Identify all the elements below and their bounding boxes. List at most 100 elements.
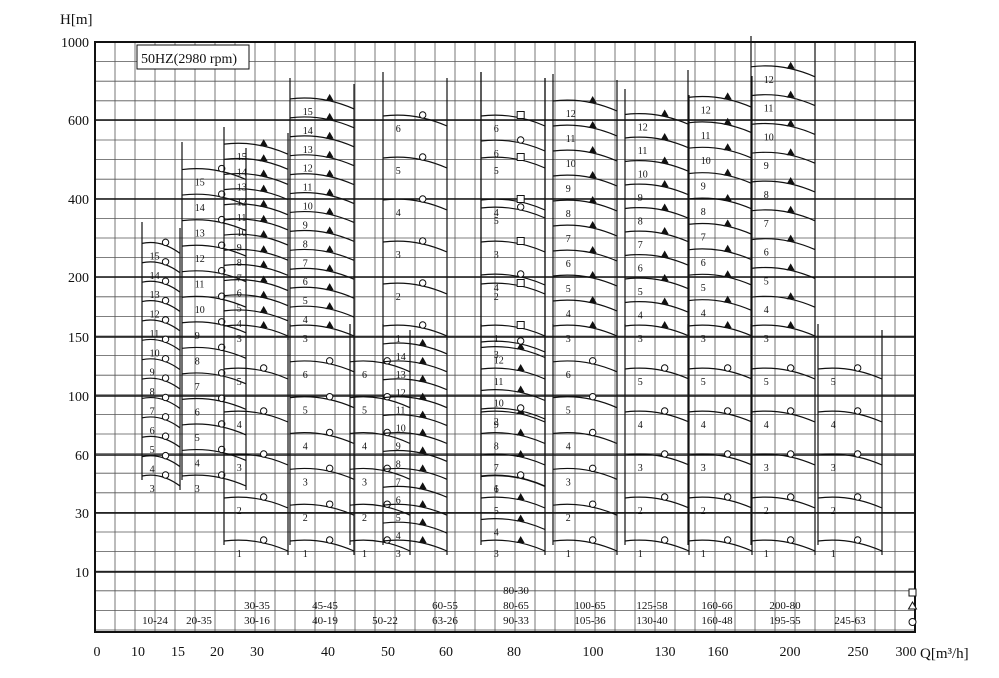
stage-label: 3 bbox=[494, 549, 499, 560]
pump-curve bbox=[141, 300, 181, 313]
curve-marker-triangle bbox=[660, 250, 669, 258]
pump-curve bbox=[480, 156, 546, 169]
pump-curve bbox=[349, 539, 411, 552]
y-tick-label: 30 bbox=[75, 507, 89, 522]
curve-marker-circle bbox=[259, 536, 268, 544]
pump-curve bbox=[382, 342, 448, 355]
pump-curve bbox=[480, 114, 546, 127]
curve-marker-circle bbox=[723, 407, 732, 415]
curve-marker-circle bbox=[161, 432, 170, 440]
pump-curve bbox=[624, 160, 690, 173]
pump-model-label: 105-36 bbox=[574, 615, 606, 627]
curve-marker-circle bbox=[723, 493, 732, 501]
stage-label: 4 bbox=[638, 311, 643, 322]
stage-label: 1 bbox=[566, 549, 571, 560]
pump-curve bbox=[552, 149, 618, 162]
stage-label: 10 bbox=[638, 170, 648, 181]
pump-curve bbox=[223, 203, 289, 216]
stage-label: 7 bbox=[303, 258, 308, 269]
pump-model-label: 40-19 bbox=[312, 615, 338, 627]
pump-curve bbox=[624, 410, 690, 423]
curve-marker-triangle bbox=[418, 482, 427, 490]
pump-curve bbox=[289, 467, 355, 480]
pump-curve bbox=[552, 174, 618, 187]
curve-marker-circle bbox=[217, 241, 226, 249]
stage-label: 8 bbox=[195, 356, 200, 367]
curve-marker-triangle bbox=[259, 321, 268, 328]
curve-marker-triangle bbox=[325, 245, 334, 253]
curve-marker-circle bbox=[217, 369, 226, 377]
curve-marker-circle bbox=[217, 394, 226, 403]
curve-marker-triangle bbox=[259, 199, 268, 207]
pump-band: 1 2 3 4 5 6 bbox=[289, 324, 355, 560]
pump-curve bbox=[480, 432, 546, 445]
pump-band: 3 4 5 6 7 8 9 10 11 12 13 14 15 bbox=[141, 222, 181, 495]
pump-curve bbox=[289, 286, 355, 299]
curve-marker-square bbox=[516, 321, 525, 329]
curve-marker-square bbox=[516, 195, 525, 203]
curve-marker-triangle bbox=[660, 297, 669, 305]
curve-marker-circle bbox=[217, 343, 226, 352]
y-tick-label: 150 bbox=[68, 331, 89, 346]
pump-curve bbox=[141, 396, 181, 409]
pump-curve bbox=[223, 142, 289, 155]
pump-curve bbox=[687, 121, 753, 134]
curve-marker-circle bbox=[217, 190, 226, 198]
curve-marker-circle bbox=[217, 420, 226, 428]
curve-marker-triangle bbox=[259, 290, 268, 298]
curve-marker-triangle bbox=[786, 292, 795, 300]
stage-label: 9 bbox=[566, 184, 571, 195]
pump-model-label: 50-22 bbox=[372, 615, 398, 627]
curve-marker-circle bbox=[786, 450, 795, 458]
curve-marker-circle bbox=[217, 164, 226, 173]
pump-model-label: 10-24 bbox=[142, 615, 168, 627]
pump-curve bbox=[223, 157, 289, 170]
stage-label: 5 bbox=[237, 377, 242, 388]
stage-label: 7 bbox=[764, 219, 769, 230]
stage-label: 1 bbox=[362, 549, 367, 560]
stage-label: 15 bbox=[237, 152, 247, 163]
curve-marker-triangle bbox=[723, 219, 732, 227]
stage-label: 10 bbox=[237, 228, 247, 239]
pump-curve bbox=[750, 151, 816, 164]
pump-curve bbox=[480, 518, 546, 531]
y-tick-label: 100 bbox=[68, 390, 89, 405]
pump-curve bbox=[289, 97, 355, 110]
stage-label: 8 bbox=[566, 209, 571, 220]
pump-curve bbox=[750, 266, 816, 279]
pump-curve bbox=[382, 521, 448, 534]
curve-marker-triangle bbox=[660, 133, 669, 140]
pump-curve bbox=[750, 496, 816, 509]
curve-marker-circle bbox=[418, 153, 427, 161]
pump-curve bbox=[817, 539, 883, 552]
pump-curve bbox=[349, 467, 411, 480]
stage-label: 6 bbox=[494, 485, 499, 496]
stage-label: 12 bbox=[566, 109, 576, 120]
stage-label: 7 bbox=[150, 406, 155, 417]
y-axis-title: H[m] bbox=[60, 12, 93, 28]
pump-curve bbox=[382, 467, 448, 480]
pump-curve bbox=[552, 467, 618, 480]
stage-label: 9 bbox=[150, 368, 155, 379]
pump-curve bbox=[382, 282, 448, 295]
stage-label: 12 bbox=[396, 388, 406, 399]
stage-label: 10 bbox=[494, 399, 504, 410]
curve-marker-circle bbox=[161, 374, 170, 382]
pump-curve bbox=[289, 210, 355, 224]
pump-curve bbox=[750, 453, 816, 466]
stage-label: 2 bbox=[494, 417, 499, 428]
curve-marker-triangle bbox=[588, 146, 597, 153]
stage-label: 7 bbox=[195, 382, 200, 393]
chart-title: 50HZ(2980 rpm) bbox=[141, 52, 237, 67]
stage-label: 2 bbox=[494, 292, 499, 303]
stage-label: 4 bbox=[494, 283, 499, 294]
curve-marker-triangle bbox=[516, 364, 525, 371]
stage-label: 13 bbox=[396, 370, 406, 381]
pump-curve bbox=[750, 295, 816, 308]
curve-marker-triangle bbox=[418, 428, 427, 436]
stage-label: 15 bbox=[195, 178, 205, 189]
curve-marker-circle bbox=[161, 238, 170, 247]
pump-curve bbox=[480, 539, 546, 552]
